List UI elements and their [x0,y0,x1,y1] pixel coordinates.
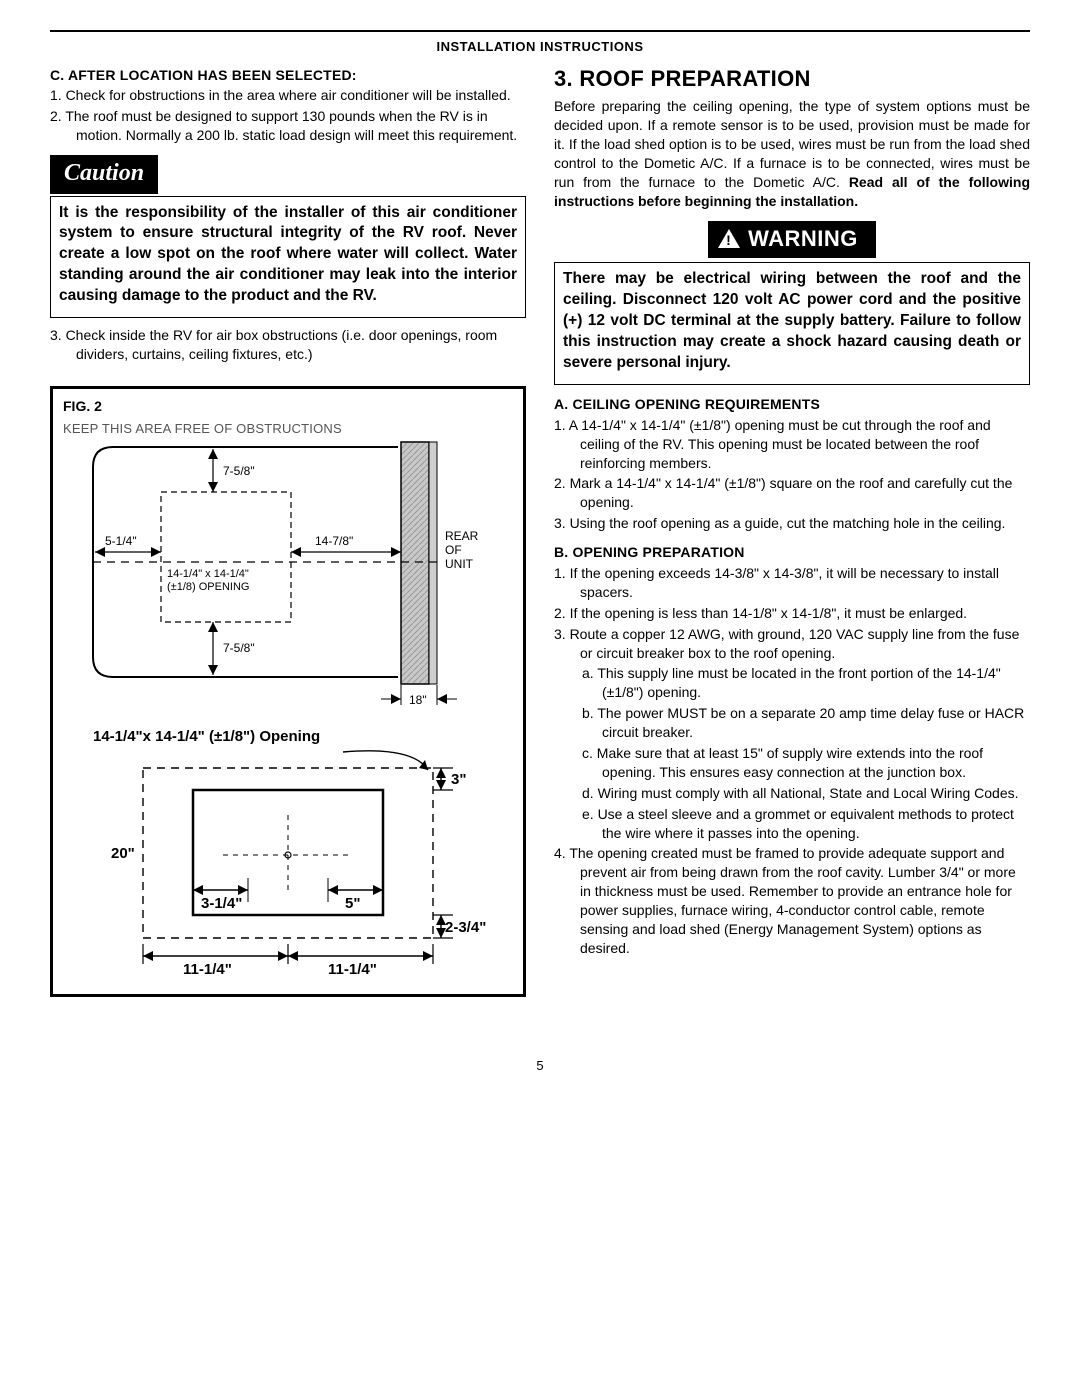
lower-opening-title: 14-1/4"x 14-1/4" (±1/8") Opening [93,727,513,747]
dim-7-58-top: 7-5/8" [223,464,255,478]
a-item-1: 1. A 14-1/4" x 14-1/4" (±1/8") opening m… [554,416,1030,473]
dim-2-34: 2-3/4" [445,919,486,936]
warning-box: There may be electrical wiring between t… [554,262,1030,385]
figure-label: FIG. 2 [63,397,513,416]
b-item-3d: d. Wiring must comply with all National,… [554,784,1030,803]
page-number: 5 [50,1057,1030,1075]
b-item-4: 4. The opening created must be framed to… [554,844,1030,957]
b-item-3b: b. The power MUST be on a separate 20 am… [554,704,1030,742]
columns: C. AFTER LOCATION HAS BEEN SELECTED: 1. … [50,64,1030,997]
figure-top-caption: KEEP THIS AREA FREE OF OBSTRUCTIONS [63,420,513,438]
caution-label: Caution [50,155,158,193]
dim-11-14-r: 11-1/4" [328,961,377,978]
b-item-1: 1. If the opening exceeds 14-3/8" x 14-3… [554,564,1030,602]
dim-5: 5" [345,895,360,912]
figure-2-lower-svg: 20" 3" 3-1/4" 5" [83,750,493,980]
rear-l2: OF [445,543,462,557]
dim-5-14: 5-1/4" [105,534,137,548]
page-header: INSTALLATION INSTRUCTIONS [50,38,1030,56]
section-b-head: B. OPENING PREPARATION [554,543,1030,562]
dim-opening-l2: (±1/8) OPENING [167,581,249,593]
c-item-1: 1. Check for obstructions in the area wh… [50,86,526,105]
figure-2-box: FIG. 2 KEEP THIS AREA FREE OF OBSTRUCTIO… [50,386,526,997]
roof-intro: Before preparing the ceiling opening, th… [554,97,1030,210]
dim-14-78: 14-7/8" [315,534,353,548]
b-item-3: 3. Route a copper 12 AWG, with ground, 1… [554,625,1030,663]
c-item-2: 2. The roof must be designed to support … [50,107,526,145]
rear-l1: REAR [445,529,479,543]
dim-3-14: 3-1/4" [201,895,242,912]
warning-label: WARNING [748,224,858,254]
a-item-2: 2. Mark a 14-1/4" x 14-1/4" (±1/8") squa… [554,474,1030,512]
dim-3: 3" [451,771,466,788]
dim-11-14-l: 11-1/4" [183,961,232,978]
dim-20: 20" [111,845,135,862]
warning-triangle-icon [718,229,740,248]
dim-opening-l1: 14-1/4" x 14-1/4" [167,568,249,580]
dim-18: 18" [409,693,427,707]
warning-pill: WARNING [708,221,876,259]
c-item-3: 3. Check inside the RV for air box obstr… [50,326,526,364]
left-column: C. AFTER LOCATION HAS BEEN SELECTED: 1. … [50,64,526,997]
right-column: 3. ROOF PREPARATION Before preparing the… [554,64,1030,997]
b-item-3e: e. Use a steel sleeve and a grommet or e… [554,805,1030,843]
b-item-3c: c. Make sure that at least 15" of supply… [554,744,1030,782]
figure-2-upper-svg: 7-5/8" 5-1/4" 14-7/8" 14-1/4" x 14-1/4" … [83,437,493,717]
rear-l3: UNIT [445,557,474,571]
section-3-title: 3. ROOF PREPARATION [554,64,1030,94]
b-item-2: 2. If the opening is less than 14-1/8" x… [554,604,1030,623]
a-item-3: 3. Using the roof opening as a guide, cu… [554,514,1030,533]
b-item-3a: a. This supply line must be located in t… [554,664,1030,702]
dim-7-58-bot: 7-5/8" [223,641,255,655]
section-a-head: A. CEILING OPENING REQUIREMENTS [554,395,1030,414]
section-c-head: C. AFTER LOCATION HAS BEEN SELECTED: [50,66,526,85]
caution-box: It is the responsibility of the installe… [50,196,526,319]
